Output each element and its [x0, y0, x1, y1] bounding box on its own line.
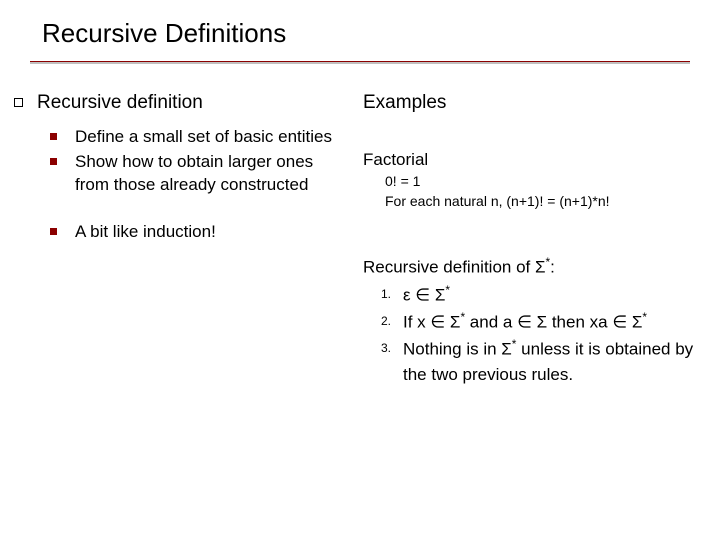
- solid-square-icon: [50, 133, 57, 140]
- list-item-text: A bit like induction!: [75, 221, 216, 244]
- numbered-item: 2.If x ∈ Σ* and a ∈ Σ then xa ∈ Σ*: [381, 309, 700, 335]
- sigma-symbol: Σ: [535, 258, 546, 277]
- list-item: A bit like induction!: [50, 221, 347, 244]
- list-item-text: Show how to obtain larger ones from thos…: [75, 151, 347, 197]
- factorial-block: Factorial 0! = 1 For each natural n, (n+…: [363, 150, 700, 211]
- left-heading: Recursive definition: [37, 92, 203, 114]
- content-area: Recursive definition Define a small set …: [0, 64, 720, 388]
- left-column: Recursive definition Define a small set …: [14, 92, 357, 388]
- item-text: ε ∈ Σ*: [403, 282, 450, 308]
- hollow-square-icon: [14, 98, 23, 107]
- solid-square-icon: [50, 158, 57, 165]
- item-text: If x ∈ Σ* and a ∈ Σ then xa ∈ Σ*: [403, 309, 647, 335]
- list-item-text: Define a small set of basic entities: [75, 126, 332, 149]
- item-number: 2.: [381, 309, 403, 330]
- factorial-line: For each natural n, (n+1)! = (n+1)*n!: [385, 192, 700, 212]
- item-number: 1.: [381, 282, 403, 303]
- right-column: Examples Factorial 0! = 1 For each natur…: [357, 92, 700, 388]
- sigma-heading: Recursive definition of Σ*:: [363, 255, 700, 278]
- numbered-item: 1.ε ∈ Σ*: [381, 282, 700, 308]
- factorial-label: Factorial: [363, 150, 700, 170]
- definition-list: Define a small set of basic entities Sho…: [14, 126, 347, 244]
- item-text: Nothing is in Σ* unless it is obtained b…: [403, 336, 700, 387]
- list-item: Define a small set of basic entities: [50, 126, 347, 149]
- sigma-heading-prefix: Recursive definition of: [363, 258, 535, 277]
- sigma-block: Recursive definition of Σ*: 1.ε ∈ Σ*2.If…: [363, 255, 700, 387]
- left-heading-row: Recursive definition: [14, 92, 347, 126]
- solid-square-icon: [50, 228, 57, 235]
- list-item: Show how to obtain larger ones from thos…: [50, 151, 347, 197]
- factorial-line: 0! = 1: [385, 172, 700, 192]
- numbered-item: 3.Nothing is in Σ* unless it is obtained…: [381, 336, 700, 387]
- sigma-numbered-list: 1.ε ∈ Σ*2.If x ∈ Σ* and a ∈ Σ then xa ∈ …: [363, 282, 700, 388]
- sigma-heading-suffix: :: [550, 258, 555, 277]
- factorial-lines: 0! = 1 For each natural n, (n+1)! = (n+1…: [363, 172, 700, 211]
- slide-title: Recursive Definitions: [0, 0, 720, 49]
- item-number: 3.: [381, 336, 403, 357]
- examples-heading: Examples: [363, 92, 700, 114]
